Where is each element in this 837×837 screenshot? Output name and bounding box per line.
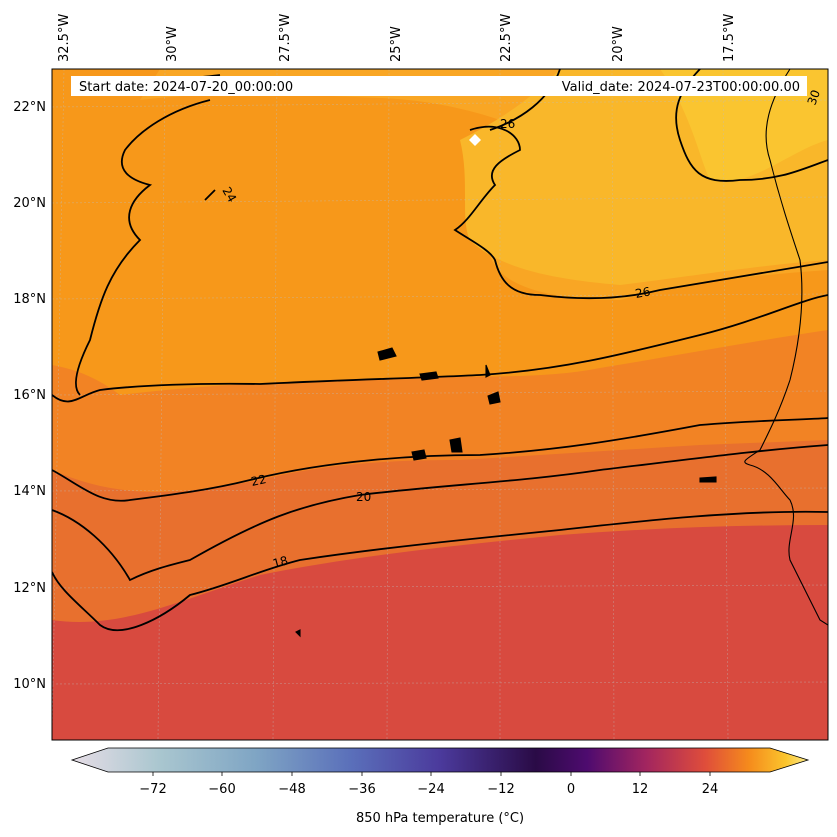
- colorbar-title: 850 hPa temperature (°C): [356, 811, 524, 826]
- map-frame: [51, 68, 829, 741]
- lon-label: 17.5°W: [722, 14, 737, 62]
- lat-label: 22°N: [13, 100, 46, 115]
- contour-label-24: 24: [219, 185, 239, 205]
- colorbar-bar: [70, 747, 810, 773]
- lat-label: 18°N: [13, 292, 46, 307]
- longitude-labels: 32.5°W 30°W 27.5°W 25°W 22.5°W 20°W 17.5…: [57, 14, 737, 62]
- lat-label: 12°N: [13, 581, 46, 596]
- valid-date-label: Valid_date: 2024-07-23T00:00:00.00: [562, 80, 800, 95]
- cb-tick-label: 12: [632, 782, 649, 797]
- colorbar-tick-labels: −72 −60 −48 −36 −24 −12 0 12 24: [139, 782, 718, 797]
- contour-label-26-north: 26: [500, 117, 515, 131]
- cb-tick-label: 24: [702, 782, 719, 797]
- contour-label-18: 18: [271, 553, 289, 570]
- band-hottest: [660, 69, 828, 182]
- temperature-field: [52, 69, 828, 740]
- latitude-labels: 22°N 20°N 18°N 16°N 14°N 12°N 10°N: [13, 100, 46, 692]
- cb-tick-label: −72: [139, 782, 166, 797]
- lon-label: 32.5°W: [57, 14, 72, 62]
- start-date-label: Start date: 2024-07-20_00:00:00: [79, 80, 293, 95]
- location-marker: [469, 134, 481, 146]
- colorbar: −72 −60 −48 −36 −24 −12 0 12 24 850 hPa …: [70, 747, 810, 826]
- lat-label: 10°N: [13, 677, 46, 692]
- contour-label-20: 20: [356, 490, 371, 504]
- contour-24-west: [75, 99, 211, 396]
- header-box: [71, 76, 807, 96]
- cb-tick-label: 0: [567, 782, 575, 797]
- cb-tick-label: −48: [278, 782, 305, 797]
- contour-label-group: 18 20 22 24 26 26 30: [219, 88, 823, 571]
- cb-tick-label: −60: [208, 782, 235, 797]
- contour-22: [52, 417, 828, 502]
- contour-26: [453, 125, 828, 300]
- cb-tick-label: −36: [348, 782, 375, 797]
- lon-label: 25°W: [389, 26, 404, 62]
- contour-20: [52, 444, 828, 582]
- cb-tick-label: −12: [487, 782, 514, 797]
- colorbar-ticks: [152, 772, 711, 776]
- lon-label: 30°W: [165, 26, 180, 62]
- lat-label: 14°N: [13, 484, 46, 499]
- lon-label: 22.5°W: [499, 14, 514, 62]
- contour-label-26-south: 26: [634, 285, 651, 301]
- contour-label-30: 30: [805, 88, 823, 107]
- contour-label-22: 22: [250, 472, 268, 489]
- lat-label: 16°N: [13, 388, 46, 403]
- lat-label: 20°N: [13, 196, 46, 211]
- lon-label: 27.5°W: [278, 14, 293, 62]
- contour-18: [52, 510, 828, 631]
- islands: [295, 347, 717, 638]
- african-coast: [744, 69, 828, 626]
- coastlines: [295, 69, 828, 638]
- cb-tick-label: −24: [417, 782, 444, 797]
- graticule: [52, 69, 828, 740]
- lon-label: 20°W: [611, 26, 626, 62]
